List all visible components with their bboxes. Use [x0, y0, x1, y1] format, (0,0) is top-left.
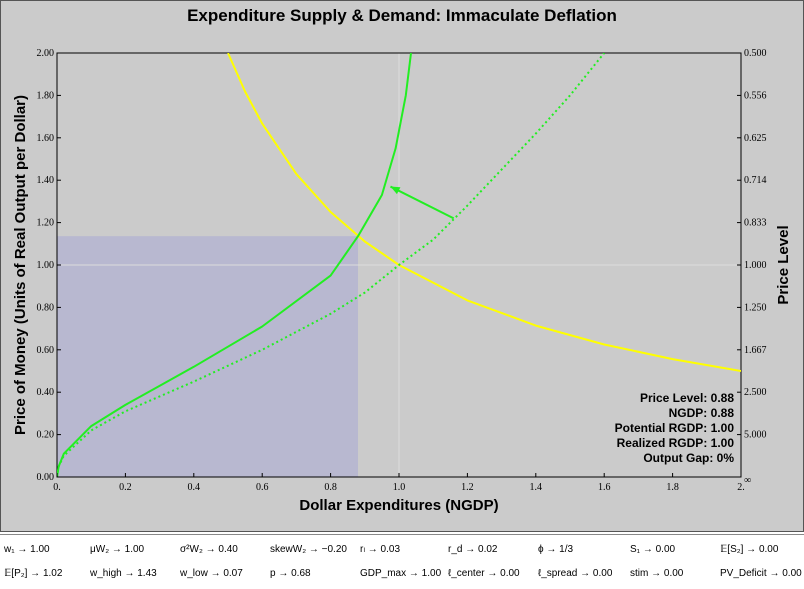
x-tick-label: 1.4 [530, 482, 543, 493]
chart-title: Expenditure Supply & Demand: Immaculate … [187, 6, 617, 25]
x-axis-label: Dollar Expenditures (NGDP) [299, 497, 498, 514]
y2-tick-label: 0.625 [744, 133, 767, 144]
parameter-value: 𝔼[P₂] → 1.02 [4, 568, 63, 579]
info-line: Output Gap: 0% [643, 451, 734, 465]
y-tick-label: 2.00 [37, 48, 55, 59]
x-tick-label: 1.2 [461, 482, 474, 493]
parameter-value: skewW₂ → −0.20 [270, 544, 347, 555]
parameter-value: p → 0.68 [270, 568, 311, 579]
parameter-value: rₗ → 0.03 [360, 544, 401, 555]
y-tick-label: 1.60 [37, 133, 55, 144]
y2-tick-label: 5.000 [744, 430, 767, 441]
parameter-value: 𝔼[S₂] → 0.00 [720, 544, 779, 555]
x-tick-label: 0.6 [256, 482, 269, 493]
y2-axis-label: Price Level [775, 225, 792, 304]
y-tick-label: 1.20 [37, 218, 55, 229]
info-line: Realized RGDP: 1.00 [616, 436, 734, 450]
series-demand [227, 53, 741, 372]
y2-tick-label: 1.250 [744, 302, 767, 313]
parameter-value: r_d → 0.02 [448, 544, 498, 555]
y2-tick-label: 1.000 [744, 260, 767, 271]
info-box: Price Level: 0.88 NGDP: 0.88 Potential RGD… [615, 391, 734, 466]
shift-arrow [390, 185, 455, 220]
y-tick-label: 0.80 [37, 302, 55, 313]
x-tick-label: 0.8 [324, 482, 337, 493]
y2-tick-label: 0.833 [744, 218, 767, 229]
x-tick-label: 2. [737, 482, 745, 493]
arrow-head-icon [390, 186, 401, 195]
parameter-value: μW₂ → 1.00 [90, 544, 145, 555]
parameter-value: w_high → 1.43 [90, 568, 157, 579]
parameter-value: S₁ → 0.00 [630, 544, 676, 555]
parameter-value: w_low → 0.07 [180, 568, 243, 579]
y-tick-label: 0.20 [37, 430, 55, 441]
chart-plot: 0. 0.2 0.4 0.6 0.8 1.0 1.2 1.4 1.6 1.8 2. 0.00 0.20 0… [12, 48, 792, 514]
info-line: Price Level: 0.88 [639, 391, 734, 405]
y-tick-label: 0.60 [37, 345, 55, 356]
x-tick-label: 0.4 [188, 482, 201, 493]
y2-tick-label: 0.500 [744, 48, 767, 59]
y-tick-label: 1.00 [37, 260, 55, 271]
parameter-value: stim → 0.00 [630, 568, 684, 579]
y-tick-label: 0.00 [37, 472, 55, 483]
parameter-value: PV_Deficit → 0.00 [720, 568, 802, 579]
series-supply-new [57, 53, 412, 477]
x-tick-label: 0.2 [119, 482, 132, 493]
shaded-region [57, 236, 358, 477]
parameter-value: ℓ_center → 0.00 [448, 568, 520, 579]
x-tick-label: 0. [53, 482, 61, 493]
y2-tick-label: ∞ [744, 475, 751, 486]
parameter-value: ϕ → 1/3 [538, 544, 574, 555]
y-tick-label: 0.40 [37, 387, 55, 398]
parameter-value: GDP_max → 1.00 [360, 568, 442, 579]
y2-tick-label: 2.500 [744, 387, 767, 398]
info-line: NGDP: 0.88 [668, 406, 734, 420]
y2-tick-label: 0.714 [744, 175, 767, 186]
parameter-value: σ²W₂ → 0.40 [180, 544, 238, 555]
parameter-panel: w₁ → 1.00 μW₂ → 1.00 σ²W₂ → 0.40 skewW₂ → −… [0, 534, 804, 589]
y-tick-label: 1.40 [37, 175, 55, 186]
y2-tick-label: 0.556 [744, 90, 767, 101]
x-tick-label: 1.8 [666, 482, 679, 493]
parameter-value: ℓ_spread → 0.00 [538, 568, 613, 579]
y-axis-label: Price of Money (Units of Real Output per… [12, 95, 29, 435]
x-tick-label: 1.6 [598, 482, 611, 493]
parameter-value: w₁ → 1.00 [4, 544, 50, 555]
info-line: Potential RGDP: 1.00 [614, 421, 734, 435]
series-supply-original [57, 53, 605, 477]
y2-tick-label: 1.667 [744, 345, 767, 356]
y-tick-label: 1.80 [37, 90, 55, 101]
x-tick-label: 1.0 [393, 482, 406, 493]
